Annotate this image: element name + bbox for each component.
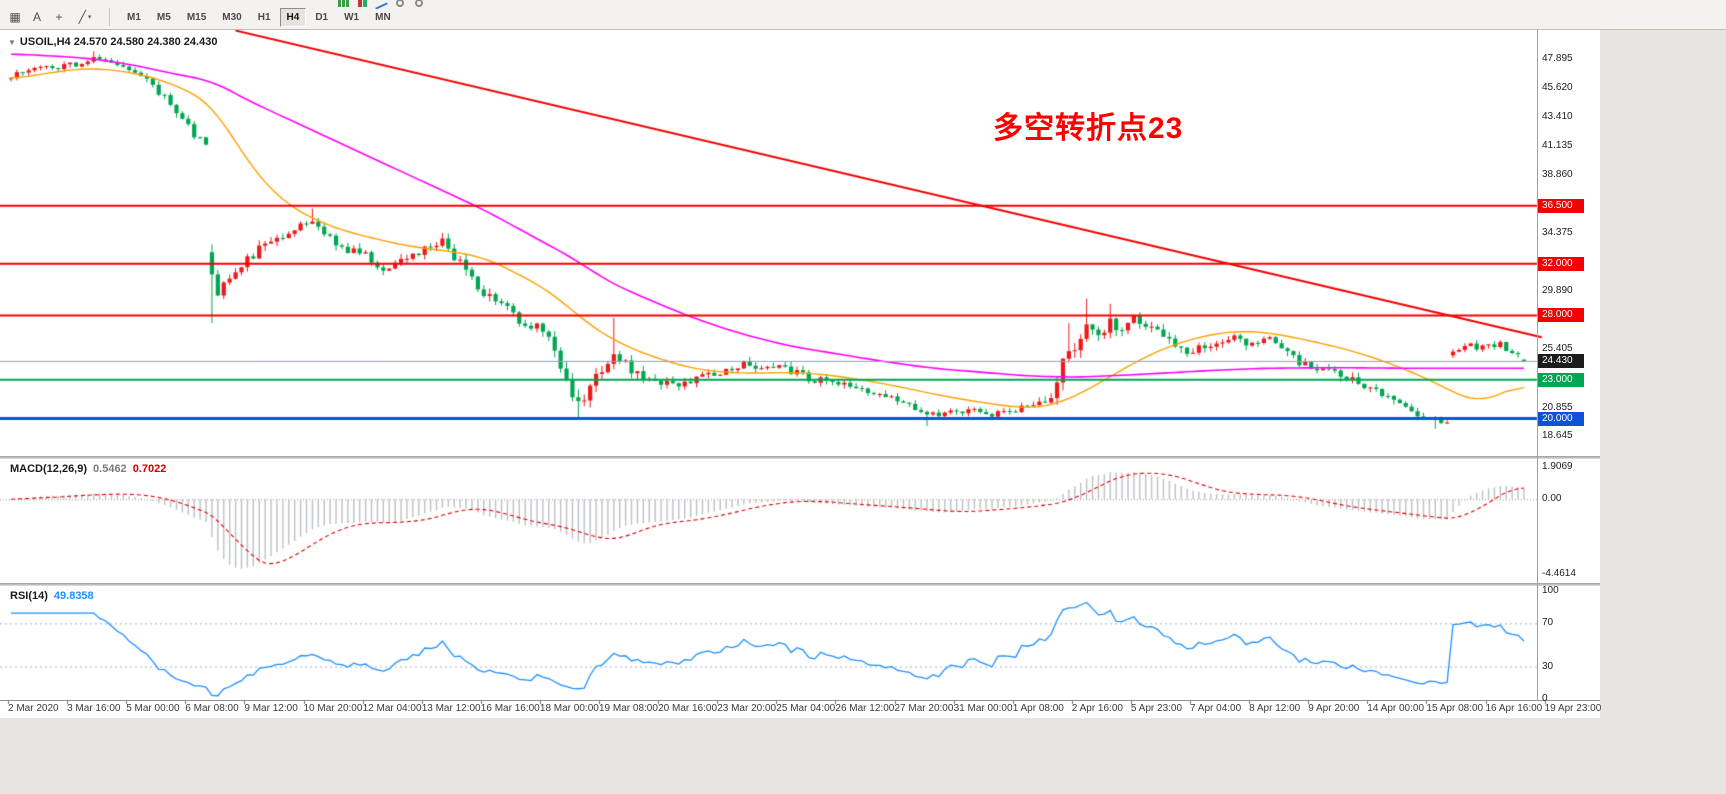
period-button-d1[interactable]: D1 [315,11,329,23]
crosshair-tool-icon[interactable]: + [55,10,63,24]
period-button-m15[interactable]: M15 [186,11,207,23]
period-button-w1[interactable]: W1 [344,11,360,23]
period-button-m5[interactable]: M5 [156,11,171,23]
toolbar-row: ▦ A + ╱ ▾ M1 M5 M15 M30 H1 H4 D1 W1 MN [4,7,399,27]
period-button-m30[interactable]: M30 [222,11,242,23]
top-toolbar: ▦ A + ╱ ▾ M1 M5 M15 M30 H1 H4 D1 W1 MN [0,0,1726,30]
timeframe-button-group: M1 M5 M15 M30 H1 H4 D1 W1 MN [119,7,399,27]
chart-canvas[interactable] [0,30,1600,718]
period-button-h4[interactable]: H4 [279,7,307,27]
charts-grid-icon[interactable]: ▦ [9,10,21,24]
trendline-tool-icon[interactable]: ╱ ▾ [70,7,100,27]
candlestick-chart-icon[interactable] [355,0,370,9]
period-button-mn[interactable]: MN [375,11,391,23]
upper-toolbar-partial-row [336,0,427,9]
chart-window [0,30,1600,718]
text-label-tool-icon[interactable]: A [32,10,41,24]
chevron-down-icon: ▾ [87,14,92,21]
trendline-glyph: ╱ [78,10,86,24]
zoom-in-icon[interactable] [393,0,408,9]
toolbar-separator [109,8,110,26]
period-button-h1[interactable]: H1 [257,11,271,23]
bar-chart-icon[interactable] [336,0,351,9]
zoom-out-icon[interactable] [412,0,427,9]
period-button-m1[interactable]: M1 [127,11,141,23]
